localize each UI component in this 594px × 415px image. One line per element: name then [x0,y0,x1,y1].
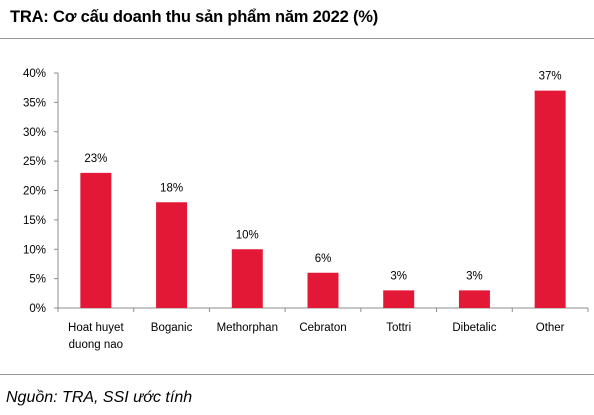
data-label: 37% [539,71,562,83]
bar [534,90,566,308]
x-axis: Hoat huyet duong nao Boganic Methorphan Cebr… [57,307,589,351]
x-tick-label: Hoat huyet [68,322,124,334]
data-label: 6% [315,253,332,265]
data-label: 23% [84,153,107,165]
bar [156,202,188,308]
bar [231,249,263,308]
data-label: 18% [160,182,183,194]
y-tick-label: 25% [23,156,46,168]
y-axis: 0% 5% 10% 15% 20% 25% 30% 35% 40% [23,68,59,315]
source-note: Nguồn: TRA, SSI ước tính [6,389,193,406]
y-tick-label: 0% [29,303,46,315]
x-tick-label: Other [536,322,565,334]
x-tick-label: Tottri [386,322,411,334]
bar-chart: 0% 5% 10% 15% 20% 25% 30% 35% 40% Hoat huyet duon… [23,68,589,351]
x-tick-label: Boganic [151,322,193,334]
data-label: 3% [390,270,407,282]
y-tick-label: 10% [23,244,46,256]
y-tick-label: 20% [23,186,46,198]
top-divider [0,38,594,39]
bar [80,172,112,308]
data-labels: 23% 18% 10% 6% 3% 3% 37% [84,71,561,283]
chart-title: TRA: Cơ cấu doanh thu sản phẩm năm 2022 … [10,8,379,26]
y-tick-label: 15% [23,215,46,227]
bar [307,272,339,308]
y-tick-label: 30% [23,127,46,139]
bar [383,290,415,308]
x-tick-label: Dibetalic [452,322,496,334]
bar [458,290,490,308]
x-tick-label: Methorphan [217,322,278,334]
data-label: 10% [236,229,259,241]
data-label: 3% [466,270,483,282]
y-tick-label: 35% [23,97,46,109]
bottom-divider [0,374,594,375]
y-tick-label: 40% [23,68,46,80]
x-tick-label: Cebraton [299,322,346,334]
x-tick-label: duong nao [69,339,123,351]
y-tick-label: 5% [29,274,46,286]
bars [80,90,566,308]
